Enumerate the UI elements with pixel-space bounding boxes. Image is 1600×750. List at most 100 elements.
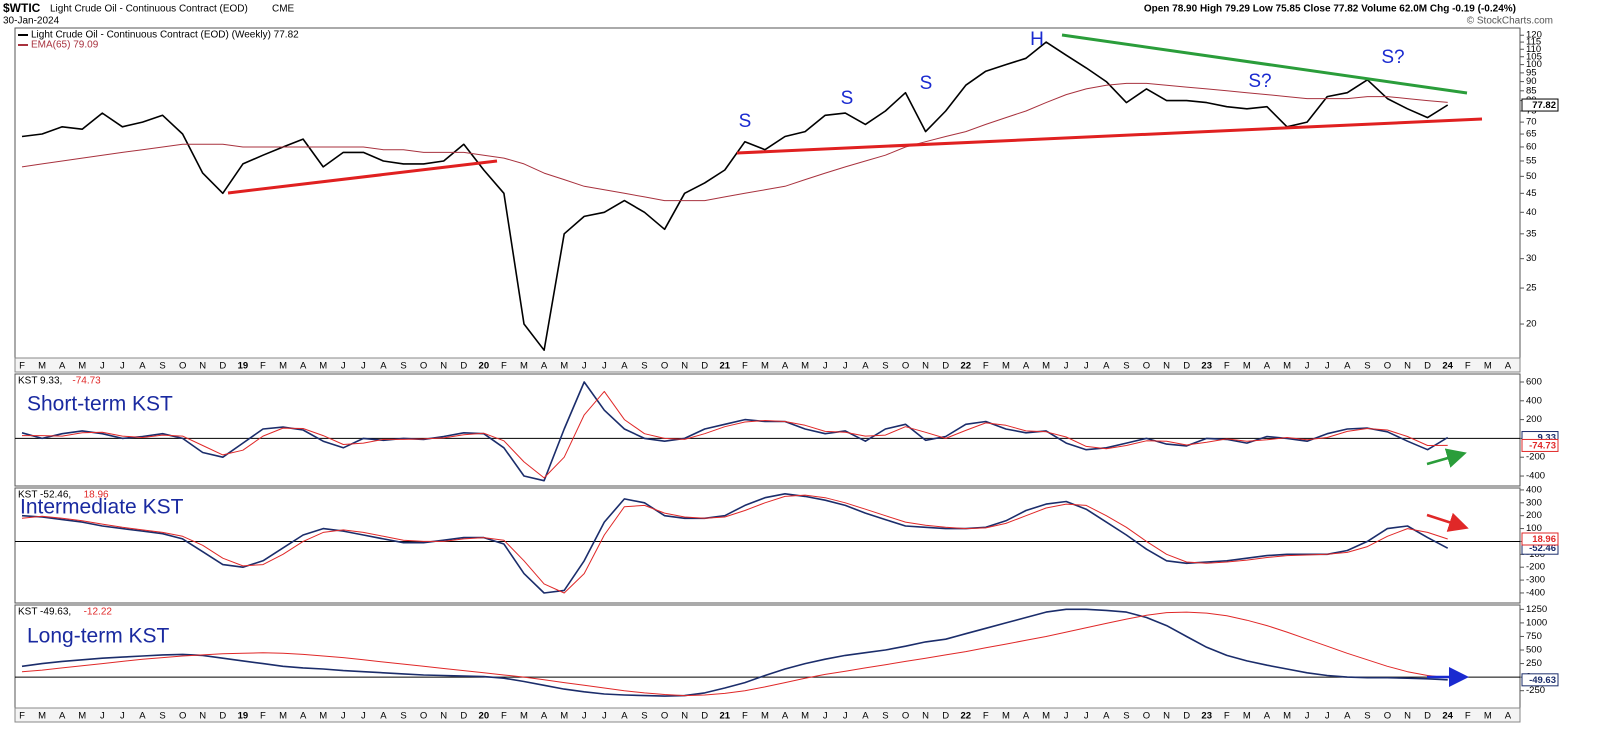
y-tick-label: -400 — [1526, 587, 1545, 598]
x-tick-label: A — [782, 361, 789, 372]
series-line — [22, 390, 1448, 479]
x-tick-label: J — [582, 361, 587, 372]
y-tick-label: 50 — [1526, 171, 1537, 182]
x-tick-label: J — [823, 361, 828, 372]
y-tick-label: -250 — [1526, 685, 1545, 696]
x-tick-label: S — [159, 361, 165, 372]
x-tick-label: M — [560, 711, 568, 722]
x-tick-label: A — [380, 361, 387, 372]
x-tick-label: D — [1424, 361, 1431, 372]
value-tag-label: -52.46 — [1529, 543, 1556, 554]
y-tick-label: 100 — [1526, 59, 1542, 70]
x-tick-label: O — [179, 711, 186, 722]
x-tick-label: J — [1064, 711, 1069, 722]
x-tick-label: F — [260, 361, 266, 372]
panel-frame — [14, 373, 1521, 487]
y-tick-label: 40 — [1526, 207, 1537, 218]
arrow — [1426, 448, 1467, 468]
x-tick-label: F — [742, 361, 748, 372]
x-tick-label: O — [1384, 711, 1391, 722]
x-tick-label: D — [219, 711, 226, 722]
x-tick-label: A — [1344, 361, 1351, 372]
y-tick-label: 400 — [1526, 395, 1542, 406]
x-tick-label: J — [361, 711, 366, 722]
annotation: H — [1030, 29, 1044, 50]
x-tick-label: O — [179, 361, 186, 372]
x-tick-label: 23 — [1201, 711, 1212, 722]
x-tick-label: N — [681, 711, 688, 722]
arrow — [1426, 512, 1469, 532]
x-tick-label: M — [761, 361, 769, 372]
x-tick-label: D — [1183, 711, 1190, 722]
legend-label: Light Crude Oil - Continuous Contract (E… — [31, 30, 299, 41]
series-line — [21, 82, 1448, 202]
x-tick-label: M — [1484, 361, 1492, 372]
date: 30-Jan-2024 — [3, 16, 60, 27]
time-axis-strip — [14, 707, 1521, 723]
x-tick-label: M — [279, 711, 287, 722]
x-tick-label: A — [300, 361, 307, 372]
x-tick-label: F — [983, 361, 989, 372]
series-line — [21, 493, 1449, 594]
x-tick-label: A — [1103, 361, 1110, 372]
x-tick-label: N — [440, 711, 447, 722]
x-tick-label: F — [1224, 361, 1230, 372]
y-tick-label: 65 — [1526, 129, 1537, 140]
y-tick-label: 1000 — [1526, 617, 1547, 628]
y-tick-label: 120 — [1526, 30, 1542, 41]
x-tick-label: J — [120, 711, 125, 722]
x-tick-label: O — [902, 361, 909, 372]
value-tag-label: 18.96 — [1532, 534, 1556, 545]
x-tick-label: M — [520, 361, 528, 372]
y-tick-label: 200 — [1526, 510, 1542, 521]
y-tick-label: 20 — [1526, 319, 1537, 330]
x-tick-label: M — [560, 361, 568, 372]
x-tick-label: A — [541, 711, 548, 722]
x-tick-label: J — [1325, 361, 1330, 372]
x-tick-label: O — [420, 361, 427, 372]
annotation: S — [739, 111, 752, 132]
y-tick-label: 400 — [1526, 484, 1542, 495]
y-tick-label: 70 — [1526, 117, 1537, 128]
x-tick-label: M — [38, 361, 46, 372]
y-tick-label: 105 — [1526, 51, 1542, 62]
x-tick-label: J — [602, 711, 607, 722]
panel: 2025303540455055606570758085909510010511… — [18, 29, 1559, 351]
x-tick-label: 23 — [1201, 361, 1212, 372]
x-tick-label: A — [139, 711, 146, 722]
x-tick-label: S — [641, 711, 647, 722]
x-tick-label: S — [1364, 361, 1370, 372]
x-tick-label: 24 — [1442, 361, 1453, 372]
x-tick-label: S — [400, 711, 406, 722]
panel-frame — [14, 487, 1521, 604]
legend-label: KST -49.63, — [18, 607, 71, 618]
y-tick-label: 750 — [1526, 631, 1542, 642]
x-tick-label: J — [1064, 361, 1069, 372]
x-tick-label: F — [260, 711, 266, 722]
x-tick-label: D — [219, 361, 226, 372]
x-tick-label: J — [361, 361, 366, 372]
x-tick-label: F — [501, 361, 507, 372]
y-tick-label: 115 — [1526, 37, 1541, 48]
credit: © StockCharts.com — [1467, 16, 1553, 27]
y-tick-label: 60 — [1526, 141, 1537, 152]
x-tick-label: J — [341, 711, 346, 722]
value-tag — [1521, 673, 1559, 687]
x-tick-label: S — [1123, 711, 1129, 722]
value-tag — [1521, 438, 1559, 452]
legend-label: 18.96 — [84, 490, 109, 501]
x-tick-label: M — [38, 711, 46, 722]
x-tick-label: F — [742, 711, 748, 722]
x-tick-label: O — [1143, 711, 1150, 722]
x-tick-label: M — [1283, 361, 1291, 372]
y-tick-label: 35 — [1526, 228, 1537, 239]
x-tick-label: J — [582, 711, 587, 722]
x-tick-label: N — [1163, 361, 1170, 372]
value-tag — [1521, 98, 1559, 112]
x-tick-label: 22 — [960, 361, 971, 372]
x-tick-label: D — [701, 361, 708, 372]
x-tick-label: A — [541, 361, 548, 372]
x-tick-label: J — [341, 361, 346, 372]
x-tick-label: M — [1243, 361, 1251, 372]
x-tick-label: 22 — [960, 711, 971, 722]
